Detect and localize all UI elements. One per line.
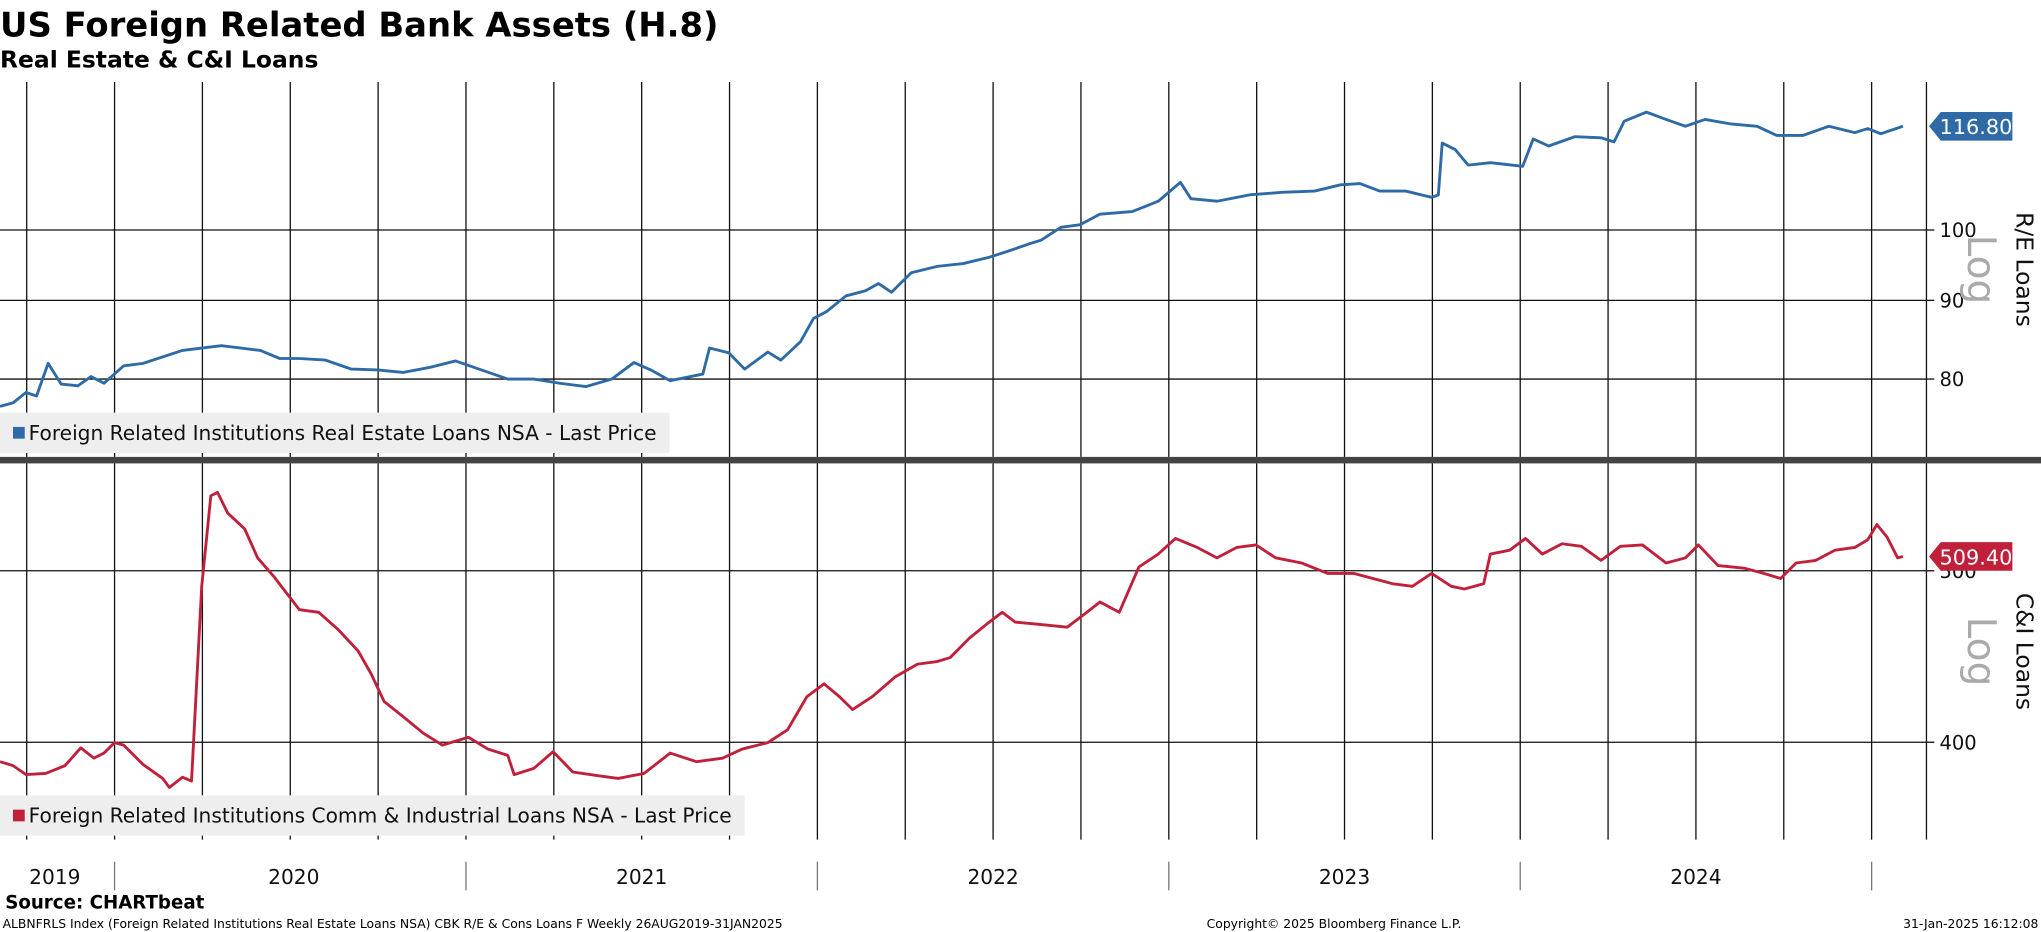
x-tick-label: 2023 [1319, 865, 1370, 889]
data-line [0, 490, 1904, 789]
y-tick-label: 400 [1939, 731, 1976, 754]
y-tick-label: 90 [1939, 290, 1964, 313]
y-scale-label: Log [1958, 617, 2003, 687]
x-tick-label: 2021 [616, 865, 667, 889]
y-tick-label: 100 [1939, 219, 1976, 242]
y-axis-label: C&I Loans [2010, 593, 2038, 710]
copyright: Copyright© 2025 Bloomberg Finance L.P. [1207, 917, 1462, 931]
legend-box [0, 412, 670, 453]
last-price-label: 116.80 [1940, 115, 2013, 139]
x-tick-label: 2020 [268, 865, 319, 889]
legend-swatch [13, 809, 25, 822]
source: Source: CHARTbeat [5, 893, 204, 914]
data-line [0, 110, 1904, 408]
y-axis-label: R/E Loans [2010, 212, 2038, 327]
footer-info: ALBNFRLS Index (Foreign Related Institut… [3, 917, 783, 931]
last-price-label: 509.40 [1940, 545, 2013, 569]
chart-title: US Foreign Related Bank Assets (H.8) [0, 5, 718, 44]
legend-label: Foreign Related Institutions Comm & Indu… [29, 804, 732, 828]
chart-subtitle: Real Estate & C&I Loans [0, 46, 318, 74]
x-tick-label: 2024 [1670, 865, 1721, 889]
timestamp: 31-Jan-2025 16:12:08 [1903, 917, 2038, 931]
y-tick-label: 80 [1939, 368, 1964, 391]
last-price-tag [1929, 542, 2013, 571]
x-tick-label: 2022 [967, 865, 1018, 889]
legend-label: Foreign Related Institutions Real Estate… [29, 421, 657, 445]
last-price-tag [1929, 111, 2013, 141]
x-tick-label: 2019 [29, 865, 80, 889]
legend-swatch [13, 426, 25, 439]
panel-divider [0, 456, 2041, 464]
legend-box [0, 795, 745, 836]
y-scale-label: Log [1958, 235, 2003, 305]
